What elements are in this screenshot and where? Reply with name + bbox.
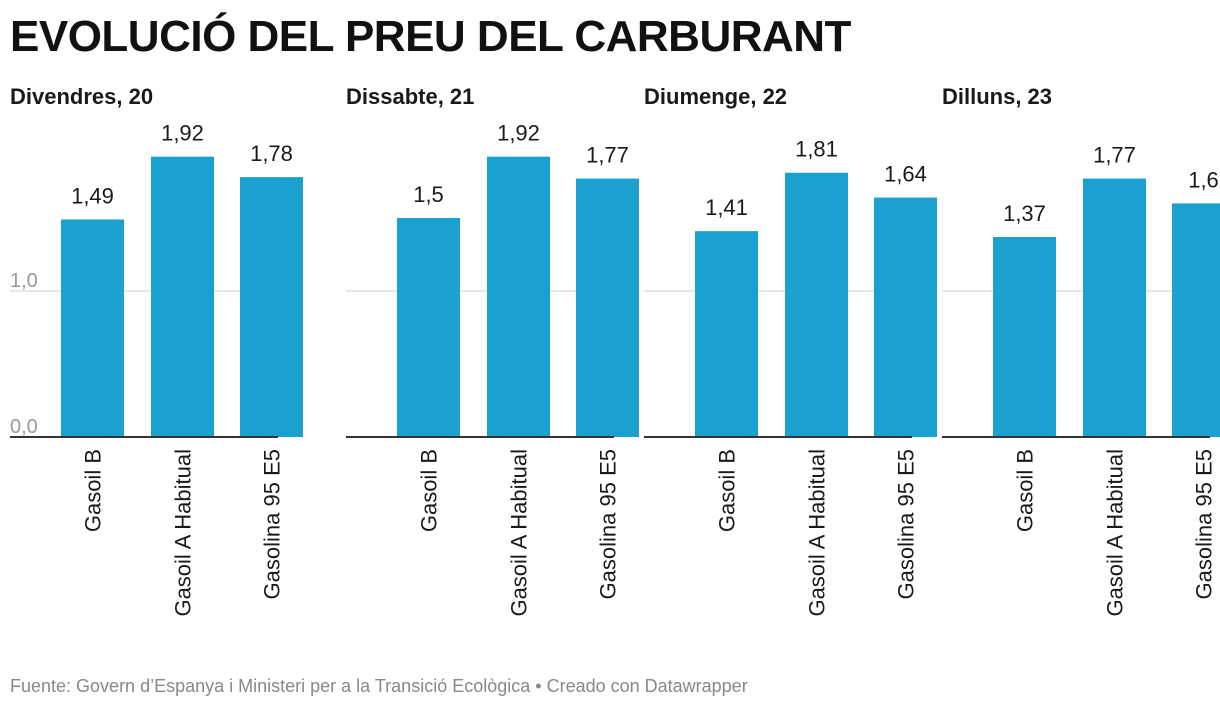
value-label: 1,77	[586, 143, 629, 168]
y-tick-label: 0,0	[10, 416, 38, 438]
value-label: 1,78	[250, 141, 293, 166]
bar[interactable]	[874, 197, 937, 437]
value-label: 1,92	[161, 121, 204, 146]
value-label: 1,6	[1188, 167, 1219, 192]
category-label: Gasoil B	[1013, 449, 1038, 532]
bar[interactable]	[1172, 203, 1220, 437]
value-label: 1,77	[1093, 143, 1136, 168]
value-label: 1,41	[705, 195, 748, 220]
category-label: Gasoil B	[81, 449, 106, 532]
bar[interactable]	[1083, 178, 1146, 437]
value-label: 1,64	[884, 162, 927, 187]
credit-link[interactable]: Creado con Datawrapper	[546, 676, 748, 696]
category-label: Gasoil A Habitual	[507, 449, 532, 617]
category-label: Gasoil A Habitual	[1103, 449, 1128, 617]
footer-separator: •	[530, 676, 547, 696]
panel-title: Diumenge, 22	[644, 84, 787, 109]
value-label: 1,37	[1003, 201, 1046, 226]
bar[interactable]	[240, 177, 303, 437]
value-label: 1,92	[497, 121, 540, 146]
category-label: Gasoil A Habitual	[171, 449, 196, 617]
y-tick-label: 1,0	[10, 270, 38, 292]
category-label: Gasolina 95 E5	[894, 449, 919, 599]
small-multiples-chart: Divendres, 20 0,0 1,0 1,49 Gasoil B 1,92 Gasoi…	[10, 84, 1220, 617]
footer: Fuente: Govern d’Espanya i Ministeri per…	[10, 676, 748, 697]
category-label: Gasoil A Habitual	[805, 449, 830, 617]
bar[interactable]	[576, 178, 639, 437]
category-label: Gasoil B	[715, 449, 740, 532]
bar[interactable]	[61, 219, 124, 437]
category-label: Gasolina 95 E5	[596, 449, 621, 599]
bar[interactable]	[487, 156, 550, 437]
bar[interactable]	[151, 156, 214, 437]
value-label: 1,5	[413, 182, 444, 207]
category-label: Gasolina 95 E5	[1192, 449, 1217, 599]
bar[interactable]	[695, 231, 758, 437]
page-title: EVOLUCIÓ DEL PREU DEL CARBURANT	[10, 12, 851, 61]
bar[interactable]	[397, 218, 460, 437]
bar[interactable]	[785, 172, 848, 438]
source-note: Fuente: Govern d’Espanya i Ministeri per…	[10, 676, 531, 696]
value-label: 1,81	[795, 137, 838, 162]
bar[interactable]	[993, 236, 1056, 437]
category-label: Gasolina 95 E5	[260, 449, 285, 599]
value-label: 1,49	[71, 183, 114, 208]
panel-title: Divendres, 20	[10, 84, 153, 109]
panel-title: Dissabte, 21	[346, 84, 474, 109]
category-label: Gasoil B	[417, 449, 442, 532]
panel-title: Dilluns, 23	[942, 84, 1052, 109]
